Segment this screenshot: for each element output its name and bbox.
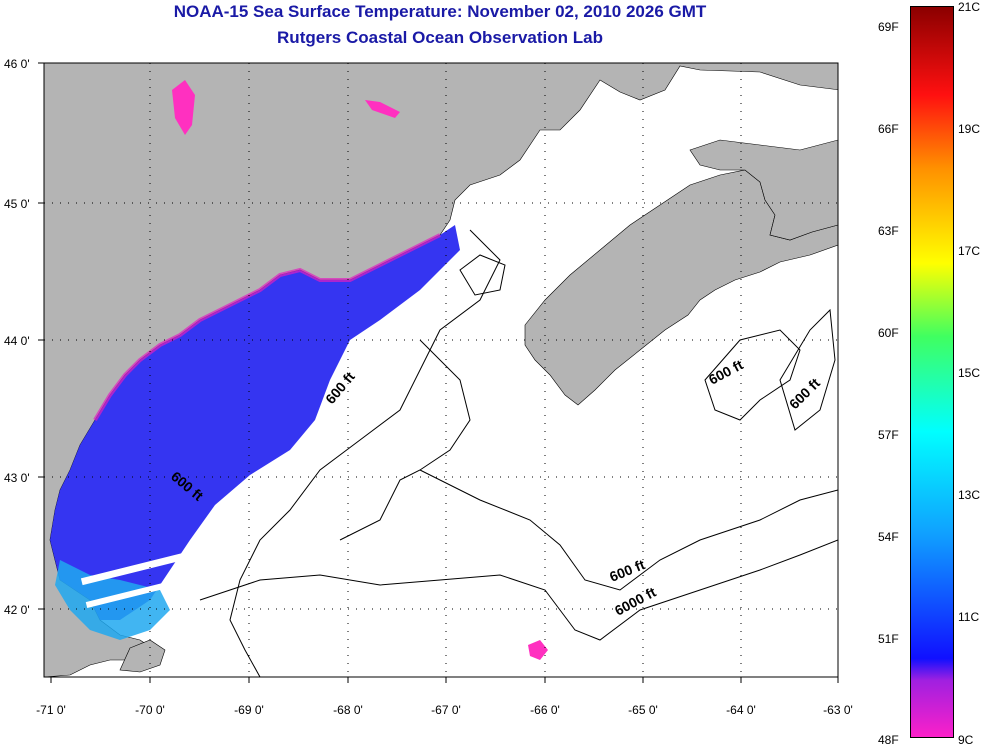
colorbar-f-label: 69F [878, 20, 899, 34]
colorbar-f-label: 48F [878, 733, 899, 747]
axis-ticks [38, 62, 839, 683]
colorbar-c-label: 11C [958, 610, 980, 624]
colorbar-f-label: 63F [878, 224, 899, 238]
lon-label: -68 0' [333, 703, 363, 717]
sst-warm-fringe [93, 233, 441, 422]
lon-label: -64 0' [726, 703, 756, 717]
colorbar-c-label: 19C [958, 122, 981, 136]
colorbar-c-label: 21C [958, 0, 981, 14]
colorbar-c-label: 13C [958, 488, 981, 502]
colorbar-f-label: 57F [878, 428, 899, 442]
colorbar-f-label: 54F [878, 530, 899, 544]
lon-label: -67 0' [431, 703, 461, 717]
colorbar-c-label: 9C [958, 733, 974, 747]
lat-label: 43 0' [4, 471, 30, 485]
lat-label: 46 0' [4, 57, 30, 71]
map-title: NOAA-15 Sea Surface Temperature: Novembe… [173, 2, 707, 21]
lat-label: 44 0' [4, 334, 30, 348]
sst-coastal-band [50, 225, 460, 620]
sst-magenta-patch [172, 80, 195, 135]
map-frame [43, 62, 839, 678]
lon-label: -70 0' [135, 703, 165, 717]
lon-label: -65 0' [628, 703, 658, 717]
colorbar-c-label: 15C [958, 366, 981, 380]
lon-label: -69 0' [234, 703, 264, 717]
colorbar-f-label: 66F [878, 122, 899, 136]
lon-label: -71 0' [36, 703, 66, 717]
map-subtitle: Rutgers Coastal Ocean Observation Lab [277, 28, 603, 47]
new-brunswick-land [689, 139, 838, 241]
temperature-colorbar [910, 6, 954, 738]
nova-scotia-land [524, 169, 838, 406]
lat-label: 45 0' [4, 197, 30, 211]
cape-cod-land [119, 639, 166, 673]
colorbar-f-label: 51F [878, 632, 899, 646]
map-area [44, 63, 838, 677]
lon-label: -66 0' [530, 703, 560, 717]
bathymetry-contours [199, 229, 838, 677]
colorbar-c-label: 17C [958, 244, 981, 258]
lat-label: 42 0' [4, 603, 30, 617]
lon-label: -63 0' [823, 703, 853, 717]
colorbar-f-label: 60F [878, 326, 899, 340]
